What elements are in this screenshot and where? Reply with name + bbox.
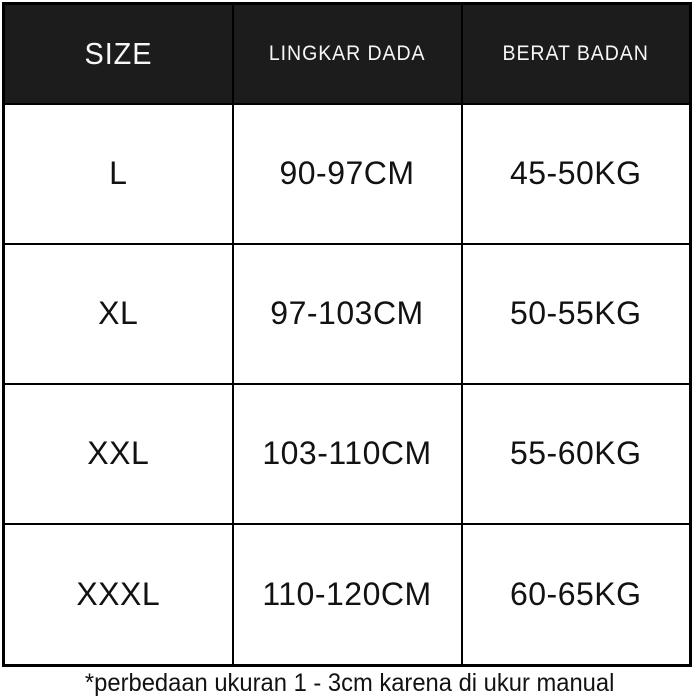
table-row: XL 97-103CM 50-55KG [2,242,692,385]
weight-cell: 50-55KG [460,242,692,385]
column-header-lingkar-dada: LINGKAR DADA [231,2,463,105]
table-row: L 90-97CM 45-50KG [2,102,692,245]
table-row: XXXL 110-120CM 60-65KG [2,522,692,667]
chest-cell: 110-120CM [231,522,463,667]
size-cell: XXXL [2,522,234,667]
measurement-disclaimer-text: *perbedaan ukuran 1 - 3cm karena di ukur… [85,669,615,697]
weight-cell: 60-65KG [460,522,692,667]
column-header-berat-badan: BERAT BADAN [460,2,692,105]
column-header-size-label: SIZE [84,35,153,71]
weight-cell: 55-60KG [460,382,692,525]
column-header-berat-badan-label: BERAT BADAN [502,41,649,65]
size-chart-table: SIZE LINGKAR DADA BERAT BADAN L 90-97CM … [2,2,692,667]
measurement-disclaimer: *perbedaan ukuran 1 - 3cm karena di ukur… [0,668,700,700]
table-row: XXL 103-110CM 55-60KG [2,382,692,525]
weight-cell: 45-50KG [460,102,692,245]
table-header-row: SIZE LINGKAR DADA BERAT BADAN [2,2,692,105]
size-cell: XXL [2,382,234,525]
chest-cell: 97-103CM [231,242,463,385]
chest-cell: 103-110CM [231,382,463,525]
column-header-lingkar-dada-label: LINGKAR DADA [268,41,426,65]
size-cell: XL [2,242,234,385]
chest-cell: 90-97CM [231,102,463,245]
column-header-size: SIZE [2,2,234,105]
size-cell: L [2,102,234,245]
